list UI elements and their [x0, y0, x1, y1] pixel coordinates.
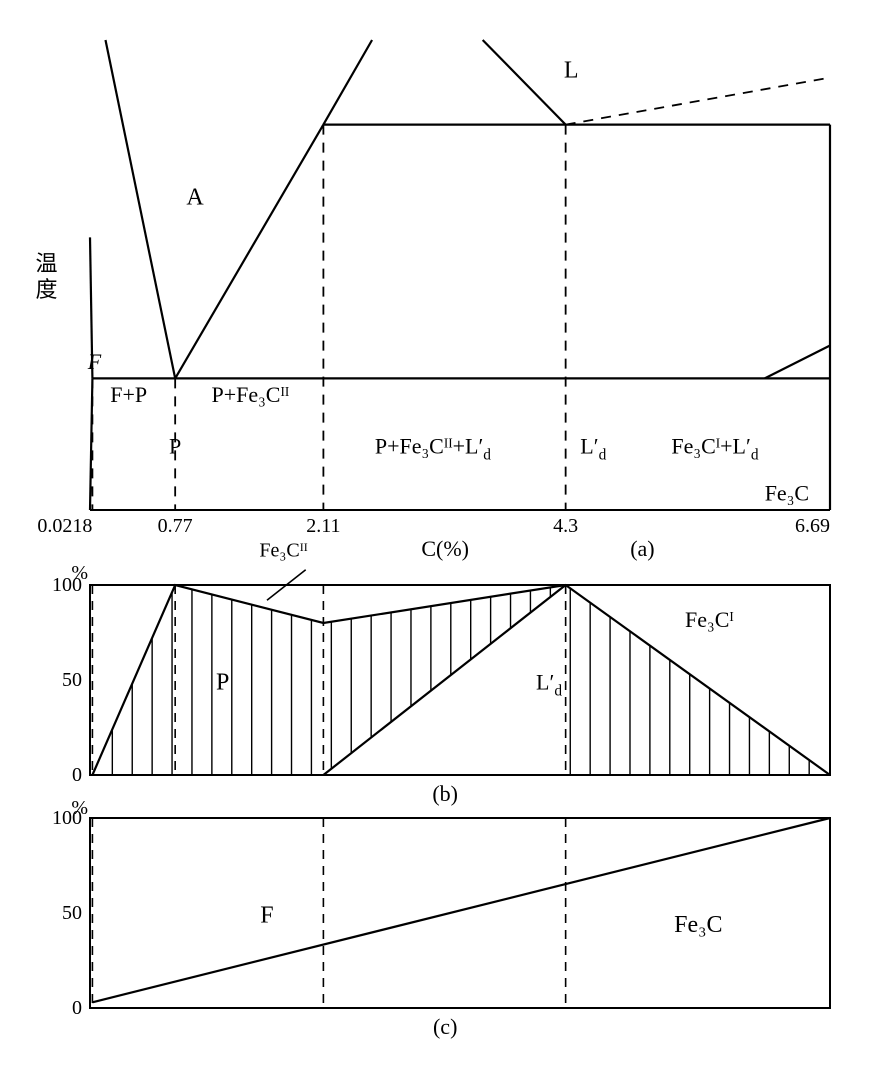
panel-b-yunit: % [71, 562, 88, 584]
phase-boundary [175, 125, 323, 379]
panel-a-xtick: 4.3 [553, 515, 578, 537]
panel-a-region-label: Fe₃C [765, 481, 809, 506]
panel-a-xtick: 6.69 [795, 515, 830, 537]
panel-a-caption: (a) [630, 536, 654, 561]
panel-a-region-label: Fe₃Cᴵ+L′d [671, 434, 758, 464]
guide-line [566, 78, 830, 125]
panel-a-region-label: A [186, 185, 204, 211]
panel-a-ylabel: 温度 [33, 252, 58, 304]
panel-b-caption: (b) [432, 781, 458, 806]
panel-c-label: F [260, 903, 273, 929]
phase-boundary [765, 346, 830, 379]
panel-a-xtick: 0.77 [158, 515, 193, 537]
panel-c-line [92, 818, 830, 1002]
phase-boundary [323, 40, 372, 125]
phase-boundary [105, 40, 175, 378]
panel-b-ytick: 0 [72, 764, 82, 786]
panel-a-xtick: 0.0218 [37, 515, 92, 537]
panel-b-lower-curve [323, 585, 565, 775]
panel-c-phase-fraction-chart: 050100%FFe₃C(c) [20, 800, 860, 1040]
phase-boundary [483, 40, 566, 125]
panel-b-label: Fe₃Cᴵᴵ [259, 540, 307, 562]
panel-c-yunit: % [71, 797, 88, 819]
panel-b-constituent-chart: 050100%Fe₃CᴵᴵPL′dFe₃Cᴵ(b) [20, 560, 860, 800]
panel-a-xtick: 2.11 [306, 515, 340, 537]
panel-a-region-label: L [564, 58, 579, 84]
panel-a-region-label: F+P [110, 382, 147, 407]
panel-c-ytick: 50 [62, 902, 82, 924]
panel-c-ytick: 0 [72, 997, 82, 1019]
panel-b-ytick: 50 [62, 669, 82, 691]
panel-a-region-label: F [87, 349, 102, 374]
figure-container: 温度 0.0218 0.77 2.11 4.3 6.69 C(%) (a) A L F F+P P P+F… [20, 20, 860, 1040]
panel-c-label: Fe₃C [674, 912, 722, 938]
panel-a-region-label: P+Fe₃Cᴵᴵ [211, 382, 289, 407]
panel-a-xlabel: C(%) [421, 536, 469, 561]
panel-b-label: Fe₃Cᴵ [685, 607, 734, 632]
panel-a-region-label: P+Fe₃Cᴵᴵ+L′d [375, 434, 491, 464]
panel-c-caption: (c) [433, 1014, 457, 1039]
panel-b-label: L′d [536, 670, 562, 700]
panel-a-region-label: L′d [580, 434, 606, 464]
panel-a-region-label: P [169, 434, 181, 459]
panel-b-label: P [216, 670, 229, 696]
panel-a-phase-diagram: 温度 0.0218 0.77 2.11 4.3 6.69 C(%) (a) A L F F+P P P+F… [20, 20, 860, 560]
